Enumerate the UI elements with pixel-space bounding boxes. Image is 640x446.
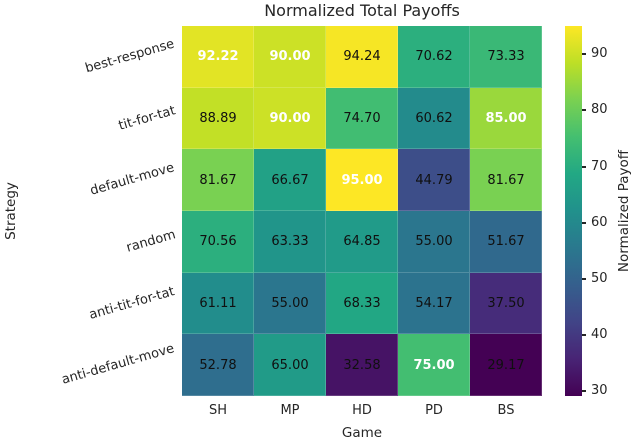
- heatmap-cell: 64.85: [326, 211, 398, 273]
- heatmap-cell: 85.00: [470, 87, 542, 150]
- cell-value: 55.00: [415, 234, 453, 250]
- y-tick-label: default-move: [88, 160, 177, 199]
- y-tick-label: tit-for-tat: [116, 102, 177, 134]
- heatmap-cell: 55.00: [254, 272, 326, 335]
- cell-value: 55.00: [271, 295, 309, 311]
- cell-value: 95.00: [341, 172, 383, 188]
- y-tick-label: random: [124, 227, 177, 256]
- cell-value: 94.24: [343, 49, 381, 65]
- heatmap-cell: 74.70: [326, 87, 398, 150]
- cell-value: 85.00: [485, 110, 527, 126]
- colorbar-label: Normalized Payoff: [616, 149, 632, 273]
- cell-value: 92.22: [197, 49, 239, 65]
- colorbar-tick-mark: [582, 165, 586, 168]
- heatmap-cell: 81.67: [182, 149, 254, 211]
- heatmap-cell: 81.67: [470, 149, 542, 211]
- x-axis-label: Game: [341, 425, 383, 441]
- colorbar-tick-label: 30: [591, 383, 608, 399]
- cell-value: 65.00: [271, 357, 309, 373]
- cell-value: 70.62: [415, 49, 453, 65]
- x-tick-label: MP: [280, 403, 300, 418]
- heatmap-cell: 61.11: [182, 272, 254, 335]
- colorbar-tick-label: 50: [591, 270, 608, 286]
- heatmap-cell: 54.17: [398, 272, 470, 335]
- heatmap-cell: 70.62: [398, 26, 470, 88]
- cell-value: 60.62: [415, 110, 453, 126]
- cell-value: 54.17: [415, 295, 453, 311]
- x-tick-label: PD: [425, 403, 443, 418]
- heatmap-cell: 68.33: [326, 272, 398, 335]
- cell-value: 44.79: [415, 172, 453, 188]
- colorbar-tick-mark: [582, 277, 586, 280]
- cell-value: 52.78: [199, 357, 237, 373]
- x-tick-label: HD: [352, 403, 372, 418]
- cell-value: 88.89: [199, 110, 237, 126]
- cell-value: 37.50: [487, 295, 525, 311]
- colorbar-tick-label: 90: [591, 46, 608, 62]
- cell-value: 90.00: [269, 49, 311, 65]
- heatmap-cell: 66.67: [254, 149, 326, 211]
- cell-value: 29.17: [487, 357, 525, 373]
- heatmap-cell: 37.50: [470, 272, 542, 335]
- colorbar-tick-label: 40: [591, 327, 608, 343]
- cell-value: 66.67: [271, 172, 309, 188]
- cell-value: 81.67: [487, 172, 525, 188]
- heatmap-cell: 65.00: [254, 334, 326, 396]
- chart-title: Normalized Total Payoffs: [264, 1, 460, 20]
- heatmap-cell: 60.62: [398, 87, 470, 150]
- cell-value: 63.33: [271, 234, 309, 250]
- heatmap-cell: 44.79: [398, 149, 470, 211]
- heatmap-cell: 55.00: [398, 211, 470, 273]
- colorbar-tick-label: 70: [591, 158, 608, 174]
- cell-value: 61.11: [199, 295, 237, 311]
- cell-value: 73.33: [487, 49, 525, 65]
- colorbar: [565, 26, 582, 396]
- cell-value: 90.00: [269, 110, 311, 126]
- heatmap-cell: 95.00: [326, 149, 398, 211]
- colorbar-tick-mark: [582, 53, 586, 56]
- heatmap-cell: 90.00: [254, 26, 326, 88]
- heatmap-cell: 52.78: [182, 334, 254, 396]
- heatmap-grid: 92.22 90.00 94.24 70.62 73.33 88.89 90.00 74.70…: [182, 26, 542, 396]
- colorbar-tick-mark: [582, 221, 586, 224]
- heatmap-cell: 32.58: [326, 334, 398, 396]
- cell-value: 64.85: [343, 234, 381, 250]
- colorbar-tick-mark: [582, 334, 586, 337]
- heatmap-cell: 70.56: [182, 211, 254, 273]
- x-tick-label: BS: [497, 403, 515, 418]
- cell-value: 68.33: [343, 295, 381, 311]
- colorbar-tick-label: 60: [591, 214, 608, 230]
- heatmap-cell: 75.00: [398, 334, 470, 396]
- colorbar-tick-label: 80: [591, 102, 608, 118]
- cell-value: 74.70: [343, 110, 381, 126]
- heatmap-cell: 92.22: [182, 26, 254, 88]
- cell-value: 70.56: [199, 234, 237, 250]
- heatmap-cell: 73.33: [470, 26, 542, 88]
- heatmap-cell: 29.17: [470, 334, 542, 396]
- cell-value: 75.00: [413, 357, 455, 373]
- y-axis-label: Strategy: [3, 182, 19, 240]
- cell-value: 51.67: [487, 234, 525, 250]
- y-tick-label: anti-default-move: [59, 341, 176, 388]
- y-tick-label: best-response: [83, 36, 177, 77]
- heatmap-cell: 63.33: [254, 211, 326, 273]
- heatmap-cell: 94.24: [326, 26, 398, 88]
- cell-value: 32.58: [343, 357, 381, 373]
- y-tick-label: anti-tit-for-tat: [87, 283, 177, 323]
- x-tick-label: SH: [208, 403, 228, 418]
- colorbar-tick-mark: [582, 109, 586, 112]
- heatmap-cell: 90.00: [254, 87, 326, 150]
- cell-value: 81.67: [199, 172, 237, 188]
- heatmap-cell: 88.89: [182, 87, 254, 150]
- colorbar-tick-mark: [582, 390, 586, 393]
- heatmap-cell: 51.67: [470, 211, 542, 273]
